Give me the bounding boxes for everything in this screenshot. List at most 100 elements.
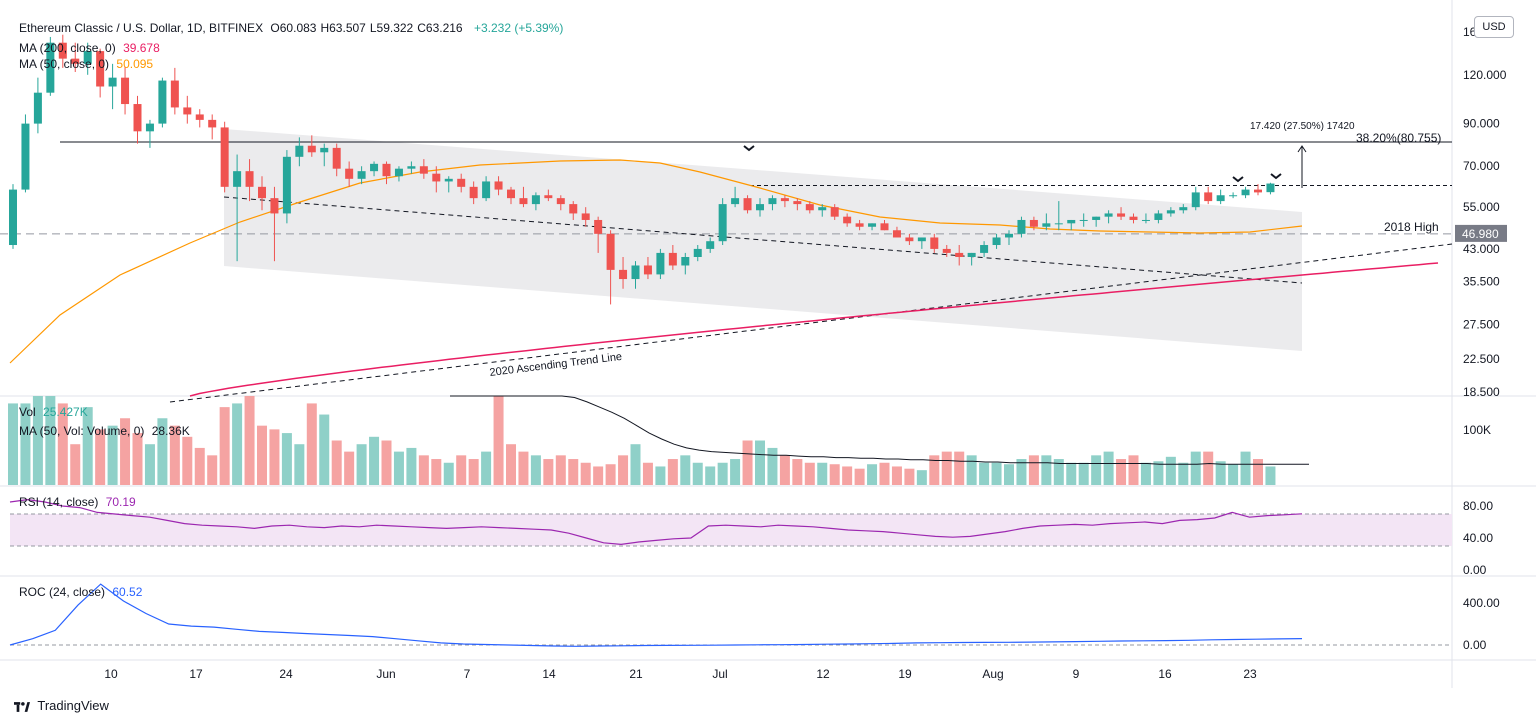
ohlc-h: H63.507 [320,21,366,35]
volume-bar [1215,461,1226,485]
candle [1129,216,1138,220]
volume-bar [70,444,81,485]
volume-bar [157,418,168,485]
volume-bar [443,462,454,485]
time-axis-label: 16 [1158,667,1172,681]
price-axis-label: 35.500 [1463,274,1500,288]
candle [569,204,578,214]
volume-bar [1178,462,1189,485]
price-tag [1455,224,1507,242]
volume-bar [593,466,604,485]
candle [681,256,690,266]
candle [220,127,229,187]
rsi-axis-label: 40.00 [1463,531,1493,545]
candle [643,265,652,275]
candle [917,237,926,242]
volume-bar [1016,459,1027,485]
candle [531,195,540,205]
volume-bar [966,455,977,485]
candle [880,223,889,231]
chevron-down-icon [743,145,755,152]
rsi-axis-label: 0.00 [1463,563,1487,577]
volume-bar [1153,461,1164,485]
volume-bar [132,433,143,485]
price-axis-label: 43.000 [1463,242,1500,256]
volume-bar [207,455,218,485]
mid-channel-line [223,196,1303,284]
volume-bar [941,451,952,485]
volume-legend: Vol 25.427K [19,405,92,419]
candle [1216,195,1225,202]
volume-bar [1116,459,1127,485]
candle [830,207,839,217]
volume-bar [580,462,591,485]
roc-value: 60.52 [112,585,143,599]
volume-bar [1140,462,1151,485]
candle [544,195,553,199]
volume-bar [431,459,442,485]
volume-ma-line [450,395,1309,465]
volume-ma-label: MA (50, Vol: Volume, 0) [19,424,145,438]
volume-value: 25.427K [43,405,88,419]
candle [9,189,17,246]
volume-bar [1091,455,1102,485]
candle [1054,223,1063,225]
candle [419,166,428,174]
volume-bar [879,462,890,485]
candle [170,80,179,108]
candle [482,181,491,199]
candle [992,237,1001,246]
volume-bar [381,440,392,485]
volume-bar [1078,462,1089,485]
time-axis-label: 9 [1073,667,1080,681]
candle [33,92,42,124]
candle [693,248,702,257]
candle [905,237,914,242]
candle [1079,219,1088,221]
brand-label: TradingView [37,698,109,713]
volume-bar [1240,451,1251,485]
candle [1254,189,1262,193]
roc-legend: ROC (24, close) 60.52 [19,585,146,599]
high-2018-label: 2018 High [1384,220,1439,234]
volume-bar [45,396,56,485]
candle [457,178,466,187]
volume-bar [418,455,429,485]
ma200-label: MA (200, close, 0) [19,41,116,55]
volume-bar [1004,464,1014,485]
candle [21,123,30,190]
candle [606,233,615,270]
volume-bar [655,466,666,485]
tradingview-brand[interactable]: TradingView [14,698,109,713]
time-axis-label: Jul [712,667,727,681]
volume-bar [904,468,915,485]
candle [631,265,640,280]
roc-axis-label: 0.00 [1463,638,1487,652]
candle [307,145,316,153]
volume-bar [555,455,566,485]
candle [1266,183,1275,193]
candle [1117,213,1126,217]
candle [1067,219,1076,224]
volume-bar [331,440,342,485]
candle [818,207,827,211]
currency-button[interactable]: USD [1474,16,1514,38]
ma50-label: MA (50, close, 0) [19,57,110,71]
volume-bar [294,444,305,485]
volume-bar [630,444,641,485]
candle [258,186,266,199]
volume-bar [891,466,902,485]
volume-bar [705,466,716,485]
rsi-axis-label: 80.00 [1463,499,1493,513]
ma50-line [9,159,1303,364]
volume-bar [730,459,741,485]
price-tag-label: 46.980 [1462,227,1499,241]
volume-bar [1066,462,1077,485]
rsi-line [9,498,1303,546]
candle [656,252,665,275]
candle [1191,192,1200,208]
candle [1042,223,1051,227]
volume-bar [319,414,330,485]
candle [1141,219,1150,221]
volume-bar [120,418,131,485]
